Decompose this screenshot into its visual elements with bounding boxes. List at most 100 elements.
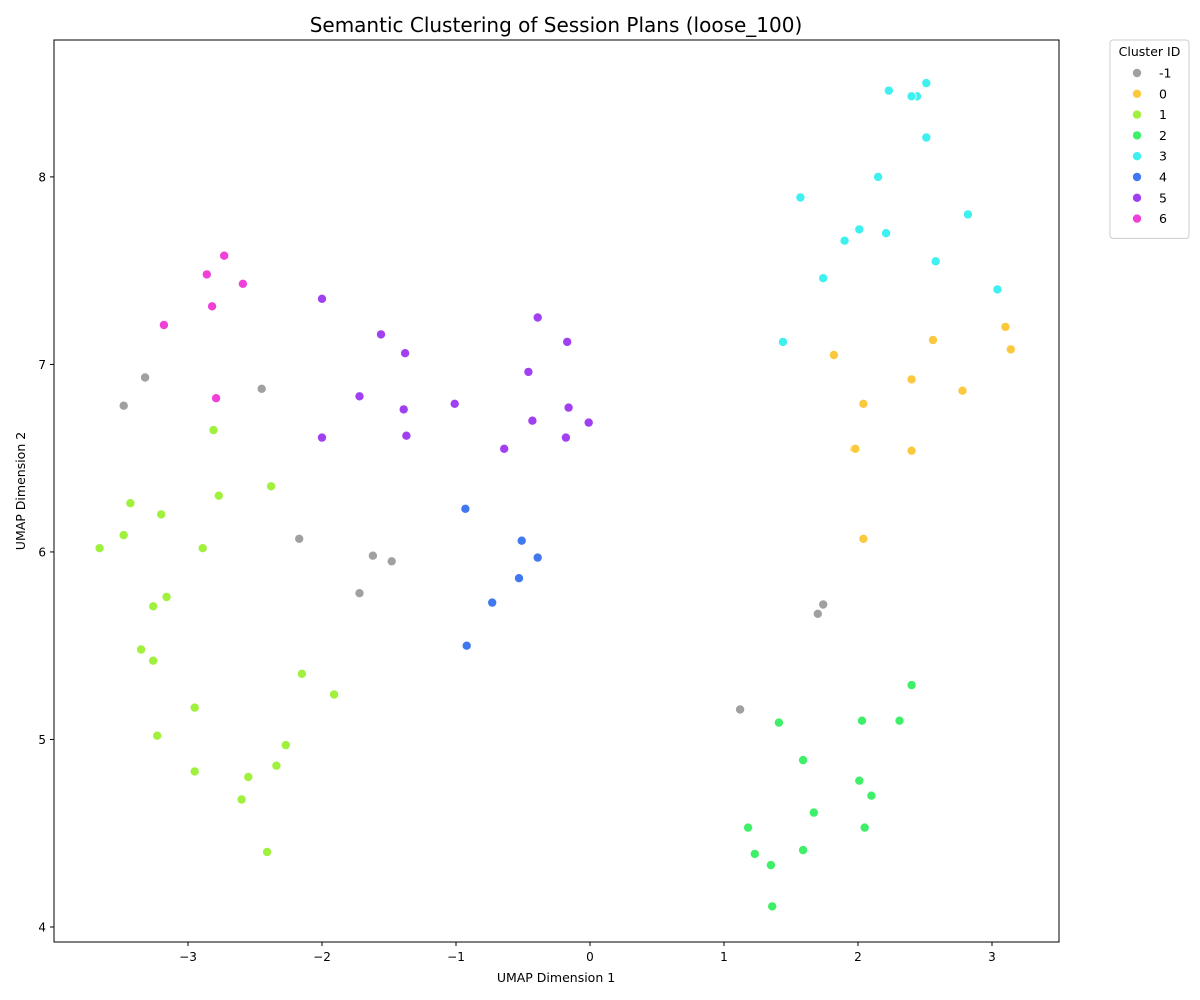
data-point bbox=[197, 543, 208, 554]
data-point bbox=[189, 702, 200, 713]
legend-marker bbox=[1132, 68, 1143, 79]
data-point bbox=[201, 269, 212, 280]
data-point bbox=[148, 655, 159, 666]
data-point bbox=[583, 417, 594, 428]
data-point bbox=[818, 599, 829, 610]
data-point bbox=[386, 556, 397, 567]
data-point bbox=[256, 383, 267, 394]
data-point bbox=[808, 807, 819, 818]
legend-marker bbox=[1132, 88, 1143, 99]
data-point bbox=[906, 374, 917, 385]
legend-marker bbox=[1132, 171, 1143, 182]
data-point bbox=[906, 445, 917, 456]
data-point bbox=[219, 250, 230, 261]
data-point bbox=[767, 901, 778, 912]
data-point bbox=[1000, 321, 1011, 332]
x-tick-label: −2 bbox=[313, 950, 331, 964]
data-point bbox=[514, 573, 525, 584]
data-point bbox=[812, 608, 823, 619]
data-point bbox=[962, 209, 973, 220]
data-point bbox=[765, 860, 776, 871]
data-point bbox=[532, 552, 543, 563]
data-point bbox=[136, 644, 147, 655]
data-point bbox=[881, 228, 892, 239]
data-point bbox=[243, 772, 254, 783]
plot-frame bbox=[53, 39, 1060, 943]
data-point bbox=[237, 278, 248, 289]
y-tick-label: 4 bbox=[38, 920, 46, 934]
legend-entry-label: 5 bbox=[1159, 190, 1167, 205]
data-point bbox=[957, 385, 968, 396]
legend-marker bbox=[1132, 213, 1143, 224]
data-point bbox=[854, 775, 865, 786]
data-point bbox=[858, 398, 869, 409]
data-point bbox=[839, 235, 850, 246]
data-point bbox=[778, 336, 789, 347]
x-tick-label: 3 bbox=[988, 950, 996, 964]
data-point bbox=[354, 588, 365, 599]
data-point bbox=[773, 717, 784, 728]
chart-title: Semantic Clustering of Session Plans (lo… bbox=[310, 13, 803, 37]
data-point bbox=[94, 543, 105, 554]
x-tick-label: 1 bbox=[720, 950, 728, 964]
y-tick-label: 8 bbox=[38, 170, 46, 184]
legend-entry-label: 2 bbox=[1159, 128, 1167, 143]
legend-entry-label: 4 bbox=[1159, 170, 1167, 185]
data-point bbox=[858, 533, 869, 544]
data-point bbox=[743, 822, 754, 833]
data-point bbox=[329, 689, 340, 700]
data-point bbox=[563, 402, 574, 413]
data-point bbox=[850, 443, 861, 454]
data-point bbox=[562, 336, 573, 347]
legend-entry-label: 1 bbox=[1159, 107, 1167, 122]
data-point bbox=[461, 640, 472, 651]
x-axis-label: UMAP Dimension 1 bbox=[497, 970, 615, 985]
plot-area: −3 −2 −1 0 1 2 3 4 5 6 7 8 bbox=[38, 39, 1060, 964]
y-tick-label: 5 bbox=[38, 733, 46, 747]
x-tick-label: −3 bbox=[179, 950, 197, 964]
data-point bbox=[208, 425, 219, 436]
data-point bbox=[118, 400, 129, 411]
data-point bbox=[161, 592, 172, 603]
data-point bbox=[296, 668, 307, 679]
data-point bbox=[236, 794, 247, 805]
data-point bbox=[818, 273, 829, 284]
data-point bbox=[189, 766, 200, 777]
data-point bbox=[140, 372, 151, 383]
legend-marker bbox=[1132, 109, 1143, 120]
data-point bbox=[156, 509, 167, 520]
data-point bbox=[857, 715, 868, 726]
legend: Cluster ID -1 0 1 2 3 4 5 6 bbox=[1109, 39, 1190, 239]
legend-marker bbox=[1132, 151, 1143, 162]
data-point bbox=[280, 740, 291, 751]
legend-entry-label: 6 bbox=[1159, 211, 1167, 226]
data-point bbox=[873, 171, 884, 182]
data-point bbox=[516, 535, 527, 546]
data-point bbox=[828, 349, 839, 360]
data-point bbox=[158, 319, 169, 330]
data-point bbox=[118, 530, 129, 541]
data-point bbox=[400, 348, 411, 359]
data-point bbox=[854, 224, 865, 235]
data-point bbox=[449, 398, 460, 409]
data-point bbox=[211, 393, 222, 404]
y-tick-label: 6 bbox=[38, 545, 46, 559]
data-point bbox=[398, 404, 409, 415]
data-point bbox=[992, 284, 1003, 295]
data-point bbox=[1005, 344, 1016, 355]
y-axis-label: UMAP Dimension 2 bbox=[13, 432, 28, 550]
data-point bbox=[316, 432, 327, 443]
data-point bbox=[125, 498, 136, 509]
data-point bbox=[928, 334, 939, 345]
x-tick-label: 2 bbox=[854, 950, 862, 964]
y-tick-label: 7 bbox=[38, 358, 46, 372]
data-point bbox=[499, 443, 510, 454]
data-point bbox=[921, 132, 932, 143]
data-point bbox=[460, 503, 471, 514]
data-point bbox=[401, 430, 412, 441]
data-point bbox=[527, 415, 538, 426]
data-point bbox=[271, 760, 282, 771]
data-point bbox=[152, 730, 163, 741]
data-point bbox=[795, 192, 806, 203]
